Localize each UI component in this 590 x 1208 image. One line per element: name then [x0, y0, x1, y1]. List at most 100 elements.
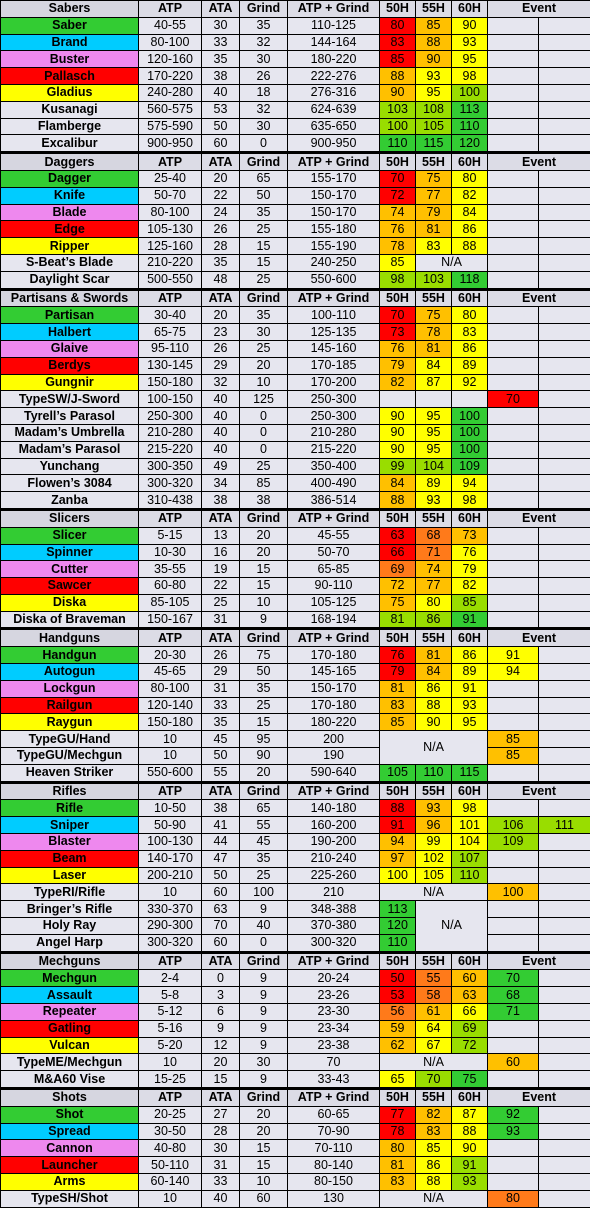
- 55h-cell: 79: [415, 203, 452, 222]
- 55h-cell: 70: [415, 1070, 452, 1088]
- 55h-cell: 87: [415, 373, 452, 392]
- atp-grind-cell: 130: [287, 1189, 380, 1208]
- ata-cell: 50: [201, 866, 240, 885]
- 50h-cell: 97: [379, 849, 416, 868]
- event-cell-2: [537, 1036, 590, 1055]
- ata-header: ATA: [201, 952, 240, 971]
- 50h-cell: 66: [379, 543, 416, 562]
- ata-cell: 35: [201, 253, 240, 272]
- weapon-name: M&A60 Vise: [0, 1070, 139, 1088]
- event-cell: [487, 253, 539, 272]
- atp-cell: 10-50: [138, 799, 202, 818]
- event-cell-2: [537, 866, 590, 885]
- event-cell-2: [537, 679, 590, 698]
- event-cell: [487, 1036, 539, 1055]
- atp-grind-cell: 180-220: [287, 50, 380, 69]
- event-cell-2: [537, 100, 590, 119]
- atp-grind-cell: 90-110: [287, 577, 380, 595]
- weapon-name: Halbert: [0, 323, 139, 341]
- event-cell: [487, 237, 539, 255]
- grind-cell: 20: [239, 763, 288, 782]
- event-cell: 93: [487, 1122, 539, 1141]
- event-cell-2: [537, 917, 590, 935]
- grind-cell: 75: [239, 646, 288, 665]
- event-cell-2: [537, 457, 590, 476]
- event-cell-2: [537, 407, 590, 425]
- event-cell-2: [537, 33, 590, 52]
- atp-header: ATP: [138, 629, 202, 648]
- 60h-cell: 91: [451, 679, 488, 698]
- 60h-cell: 110: [451, 117, 488, 136]
- table-row: Gungnir 150-180 32 10 170-200 82 87 92: [0, 373, 590, 392]
- 50h-cell: 72: [379, 577, 416, 595]
- weapon-name: Buster: [0, 50, 139, 69]
- weapon-name: Rifle: [0, 799, 139, 818]
- 55h-cell: 115: [415, 134, 452, 153]
- event-cell: [487, 100, 539, 119]
- event-cell-2: [537, 237, 590, 255]
- atp-grind-cell: 210-280: [287, 423, 380, 442]
- 50h-cell: 78: [379, 1122, 416, 1141]
- 60h-cell: 120: [451, 134, 488, 153]
- event-cell: 60: [487, 1053, 539, 1072]
- ata-cell: 49: [201, 457, 240, 476]
- weapon-name: Partisan: [0, 306, 139, 325]
- table-row: Assault 5-8 3 9 23-26 53 58 63 68: [0, 986, 590, 1005]
- grind-cell: 35: [239, 849, 288, 868]
- table-row: Edge 105-130 26 25 155-180 76 81 86: [0, 220, 590, 239]
- atp-cell: 20-25: [138, 1105, 202, 1124]
- table-row: Blade 80-100 24 35 150-170 74 79 84: [0, 203, 590, 222]
- 50h-cell: 83: [379, 1172, 416, 1191]
- 60h-cell: 100: [451, 83, 488, 102]
- grind-cell: 30: [239, 1053, 288, 1072]
- 50h-cell: 88: [379, 491, 416, 509]
- event-cell-2: [537, 253, 590, 272]
- 60h-cell: 94: [451, 474, 488, 493]
- 55h-cell: 68: [415, 526, 452, 545]
- atp-cell: 100-150: [138, 390, 202, 409]
- na-cell: N/A: [379, 883, 488, 902]
- event-cell-2: [537, 1105, 590, 1124]
- weapon-name: Laser: [0, 866, 139, 885]
- atp-grind-header: ATP + Grind: [287, 0, 380, 18]
- event-header: Event: [486, 952, 590, 971]
- table-row: Slicer 5-15 13 20 45-55 63 68 73: [0, 526, 590, 545]
- weapon-name: Autogun: [0, 663, 139, 681]
- atp-cell: 210-280: [138, 423, 202, 442]
- 60h-cell: 80: [451, 306, 488, 325]
- table-row: Madam’s Parasol 215-220 40 0 215-220 90 95 100: [0, 440, 590, 459]
- event-cell-2: 111: [537, 816, 590, 835]
- event-cell: [487, 1070, 539, 1088]
- 60h-header: 60H: [451, 509, 488, 528]
- 60h-cell: 100: [451, 423, 488, 442]
- event-cell-2: [537, 134, 590, 153]
- 50h-cell: 56: [379, 1003, 416, 1021]
- 60h-cell: 100: [451, 440, 488, 459]
- grind-cell: 25: [239, 457, 288, 476]
- atp-cell: 550-600: [138, 763, 202, 782]
- grind-cell: 10: [239, 593, 288, 612]
- event-cell-2: [537, 1070, 590, 1088]
- 55h-cell: 85: [415, 16, 452, 35]
- event-cell: [487, 134, 539, 153]
- event-header: Event: [486, 1089, 590, 1107]
- 55h-cell: 58: [415, 986, 452, 1005]
- 55h-cell: 75: [415, 169, 452, 188]
- weapon-name: Ripper: [0, 237, 139, 255]
- 60h-cell: 95: [451, 713, 488, 732]
- event-cell: 94: [487, 663, 539, 681]
- 50h-cell: 70: [379, 169, 416, 188]
- ata-cell: 3: [201, 986, 240, 1005]
- table-row: Gladius 240-280 40 18 276-316 90 95 100: [0, 83, 590, 102]
- 55h-cell: 77: [415, 577, 452, 595]
- 50h-header: 50H: [379, 509, 416, 528]
- event-cell: 106: [487, 816, 539, 835]
- weapon-name: Dagger: [0, 169, 139, 188]
- 60h-cell: 69: [451, 1019, 488, 1038]
- event-cell: 85: [487, 747, 539, 765]
- table-row: Tyrell’s Parasol 250-300 40 0 250-300 90 95 100: [0, 407, 590, 425]
- grind-cell: 65: [239, 799, 288, 818]
- atp-grind-cell: 225-260: [287, 866, 380, 885]
- atp-cell: 35-55: [138, 560, 202, 579]
- 55h-cell: 104: [415, 457, 452, 476]
